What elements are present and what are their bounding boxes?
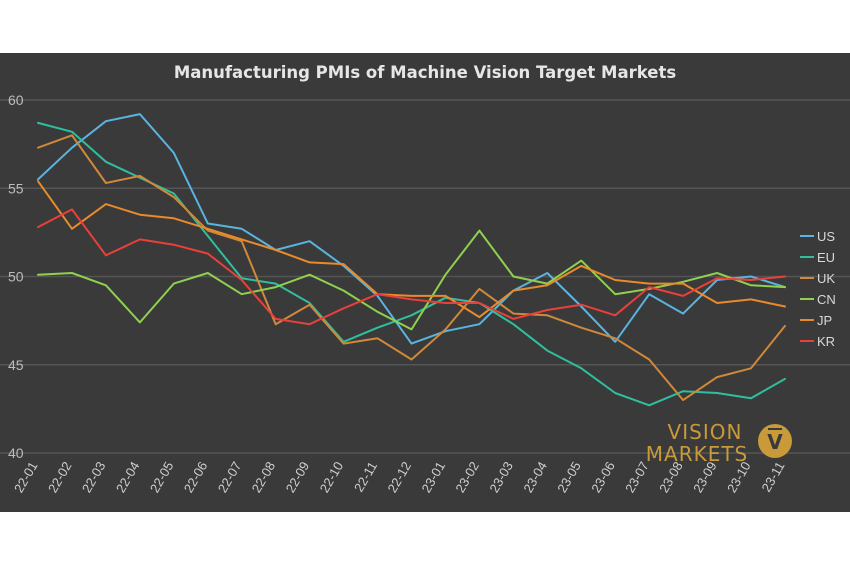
grid	[0, 99, 850, 454]
x-tick-label: 22-01	[11, 459, 41, 495]
legend-label-kr: KR	[817, 334, 835, 349]
x-tick-label: 23-02	[452, 459, 482, 495]
y-tick-label: 40	[8, 445, 24, 461]
x-tick-label: 22-02	[45, 459, 75, 495]
vision-markets-logo: VISION MARKETS V	[646, 420, 792, 466]
y-tick-label: 60	[8, 92, 24, 108]
logo-emblem-letter: V	[767, 430, 783, 454]
x-tick-label: 22-08	[249, 459, 279, 495]
logo-line-2: MARKETS	[646, 442, 749, 466]
x-tick-label: 22-10	[317, 459, 347, 495]
y-tick-label: 50	[8, 269, 24, 285]
y-tick-label: 45	[8, 357, 24, 373]
x-tick-label: 22-12	[384, 459, 414, 495]
logo-line-1: VISION	[668, 420, 743, 444]
series-line-cn	[37, 229, 786, 331]
legend-label-cn: CN	[817, 292, 836, 307]
chart-panel: Manufacturing PMIs of Machine Vision Tar…	[0, 53, 850, 512]
logo-emblem-icon	[758, 424, 792, 458]
y-tick-label: 55	[8, 180, 24, 196]
line-chart: Manufacturing PMIs of Machine Vision Tar…	[0, 63, 850, 495]
series-line-kr	[37, 208, 786, 326]
series-line-jp	[37, 180, 786, 319]
series-line-uk	[37, 134, 786, 402]
legend-label-uk: UK	[817, 271, 835, 286]
legend-label-jp: JP	[817, 313, 832, 328]
series-line-us	[37, 113, 786, 345]
x-tick-label: 22-07	[215, 459, 245, 495]
x-tick-label: 22-03	[79, 459, 109, 495]
x-tick-label: 22-06	[181, 459, 211, 495]
x-tick-label: 23-04	[520, 459, 550, 495]
x-tick-label: 23-03	[486, 459, 516, 495]
series-lines	[37, 113, 786, 407]
x-tick-label: 22-05	[147, 459, 177, 495]
legend-label-us: US	[817, 229, 835, 244]
x-tick-label: 23-11	[758, 459, 787, 494]
x-tick-label: 22-11	[351, 459, 380, 494]
x-tick-label: 23-06	[588, 459, 618, 495]
series-line-eu	[37, 121, 786, 407]
y-axis: 40 45 50 55 60	[8, 92, 24, 461]
legend-label-eu: EU	[817, 250, 835, 265]
chart-title: Manufacturing PMIs of Machine Vision Tar…	[174, 63, 677, 82]
x-tick-label: 23-01	[418, 459, 448, 495]
x-tick-label: 22-04	[113, 459, 143, 495]
legend: US EU UK CN JP KR	[800, 229, 836, 349]
x-tick-label: 22-09	[283, 459, 313, 495]
x-tick-label: 23-05	[554, 459, 584, 495]
